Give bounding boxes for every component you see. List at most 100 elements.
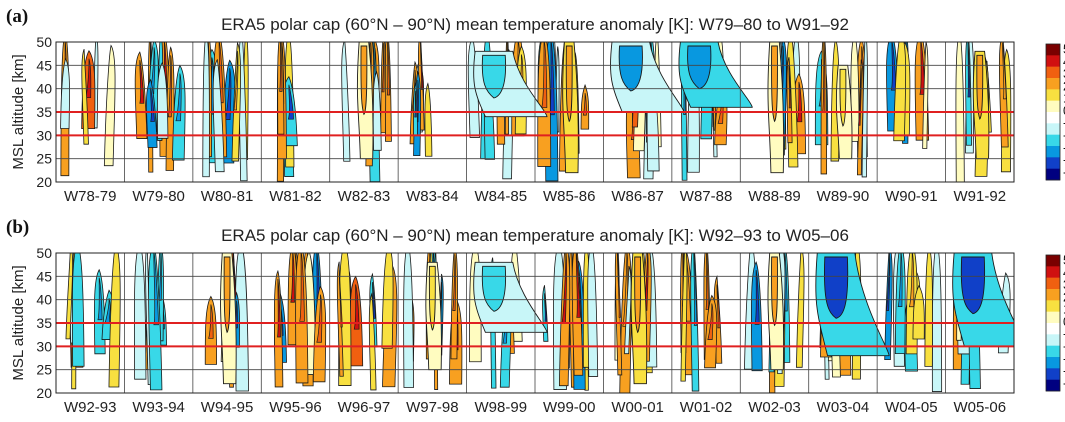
anomaly-region-core bbox=[481, 54, 507, 99]
anomaly-core bbox=[386, 42, 390, 96]
colorbar-swatch bbox=[1046, 266, 1060, 278]
x-tick-label: W00-01 bbox=[611, 399, 664, 416]
anomaly-core bbox=[175, 73, 182, 122]
y-tick-label: 25 bbox=[36, 362, 52, 378]
plot-frame bbox=[55, 41, 1015, 183]
anomaly-core bbox=[707, 303, 714, 340]
y-tick-label: 50 bbox=[36, 34, 52, 50]
anomaly-core bbox=[208, 304, 214, 339]
colorbar-swatch bbox=[1046, 146, 1060, 158]
colorbar-frame bbox=[1045, 254, 1061, 392]
colorbar-swatch bbox=[1046, 255, 1060, 267]
x-tick-label: W94-95 bbox=[201, 399, 254, 416]
colorbar-swatch bbox=[1046, 55, 1060, 67]
anomaly-core bbox=[287, 84, 294, 120]
anomaly-core bbox=[1002, 42, 1007, 100]
anomaly-core bbox=[754, 269, 760, 325]
anomaly-core bbox=[544, 293, 548, 322]
colorbar-swatch bbox=[1046, 277, 1060, 290]
colorbar-swatch bbox=[1046, 89, 1060, 101]
colorbar-tick-label: 20 bbox=[1063, 290, 1065, 304]
colorbar-swatch bbox=[1046, 311, 1060, 324]
x-tick-label: W95-96 bbox=[269, 399, 322, 416]
anomaly-core bbox=[548, 42, 555, 116]
anomaly-region-core bbox=[565, 45, 573, 123]
colorbar-tick-label: 10 bbox=[1063, 92, 1065, 106]
colorbar-tick-label: 0 bbox=[1063, 104, 1065, 118]
anomaly-region-core bbox=[771, 45, 778, 123]
colorbar-swatch bbox=[1046, 168, 1060, 181]
colorbar-swatch bbox=[1046, 379, 1060, 392]
x-tick-label: W80-81 bbox=[201, 188, 254, 205]
anomaly-core bbox=[716, 284, 721, 329]
anomaly-region-core bbox=[771, 256, 778, 327]
y-tick-label: 20 bbox=[36, 385, 52, 401]
anomaly-core bbox=[908, 253, 915, 308]
anomaly-core bbox=[858, 67, 862, 126]
x-tick-label: W83-84 bbox=[406, 188, 459, 205]
x-tick-label: W84-85 bbox=[475, 188, 528, 205]
x-tick-label: W86-87 bbox=[611, 188, 664, 205]
x-tick-label: W89-90 bbox=[817, 188, 870, 205]
anomaly-core bbox=[541, 42, 548, 108]
anomaly-core bbox=[299, 253, 305, 322]
anomaly-streak bbox=[156, 61, 169, 139]
panel-b: (b) ERA5 polar cap (60°N – 90°N) mean te… bbox=[0, 211, 1065, 422]
anomaly-streak bbox=[680, 253, 688, 382]
x-tick-label: W90-91 bbox=[885, 188, 938, 205]
x-tick-label: W02-03 bbox=[748, 399, 801, 416]
colorbar-tick-label: 40 bbox=[1063, 266, 1065, 280]
anomaly-streak bbox=[893, 42, 907, 142]
colorbar-swatch bbox=[1046, 157, 1060, 169]
anomaly-core bbox=[167, 55, 172, 118]
colorbar-tick-label: -20 bbox=[1063, 339, 1065, 353]
panel-label: (b) bbox=[6, 217, 30, 238]
anomaly-core bbox=[104, 298, 111, 324]
x-tick-label: W82-83 bbox=[338, 188, 391, 205]
colorbar-swatch bbox=[1046, 334, 1060, 346]
anomaly-core bbox=[967, 42, 971, 98]
anomaly-core bbox=[561, 253, 567, 324]
anomaly-core bbox=[158, 253, 162, 301]
anomaly-streak bbox=[71, 253, 85, 367]
colorbar-tick-label: -30 bbox=[1063, 141, 1065, 155]
anomaly-region-core bbox=[428, 265, 436, 331]
chart-title: ERA5 polar cap (60°N – 90°N) mean temper… bbox=[221, 15, 849, 34]
anomaly-core bbox=[338, 269, 343, 328]
chart-title: ERA5 polar cap (60°N – 90°N) mean temper… bbox=[221, 226, 849, 245]
colorbar-tick-label: -50 bbox=[1063, 165, 1065, 179]
x-tick-label: W87-88 bbox=[680, 188, 733, 205]
colorbar-frame bbox=[1045, 43, 1061, 181]
colorbar-tick-label: -20 bbox=[1063, 128, 1065, 142]
colorbar-tick-label: 20 bbox=[1063, 79, 1065, 93]
plot-frame bbox=[55, 252, 1015, 394]
anomaly-region-core bbox=[839, 68, 847, 127]
colorbar-swatch bbox=[1046, 78, 1060, 90]
anomaly-core bbox=[316, 294, 323, 343]
x-tick-label: W79-80 bbox=[132, 188, 185, 205]
colorbar-tick-label: -30 bbox=[1063, 352, 1065, 366]
colorbar-tick-label: 50 bbox=[1063, 254, 1065, 268]
anomaly-core bbox=[279, 42, 283, 92]
colorbar-tick-label: -40 bbox=[1063, 364, 1065, 378]
panel-label: (a) bbox=[6, 6, 29, 27]
anomaly-streak bbox=[614, 253, 623, 376]
x-tick-label: W92-93 bbox=[64, 399, 117, 416]
colorbar-swatch bbox=[1046, 66, 1060, 79]
contour-field bbox=[65, 253, 1014, 393]
colorbar-tick-label: -50 bbox=[1063, 376, 1065, 390]
anomaly-core bbox=[290, 253, 295, 303]
anomaly-core bbox=[85, 58, 92, 99]
colorbar-swatch bbox=[1046, 357, 1060, 369]
anomaly-core bbox=[582, 92, 587, 116]
anomaly-streak bbox=[368, 292, 377, 391]
chart-area-b: 20 25 30 35 40 45 50 W92-93 W93-94 W94-95 W95-96 W9… bbox=[10, 245, 1065, 416]
anomaly-core bbox=[233, 50, 239, 111]
anomaly-streak bbox=[624, 265, 632, 355]
anomaly-region-core bbox=[360, 45, 368, 116]
colorbar-tick-label: 40 bbox=[1063, 55, 1065, 69]
colorbar-swatch bbox=[1046, 44, 1060, 56]
anomaly-streak bbox=[795, 253, 805, 368]
anomaly-streak bbox=[108, 253, 121, 388]
anomaly-core bbox=[897, 253, 903, 308]
